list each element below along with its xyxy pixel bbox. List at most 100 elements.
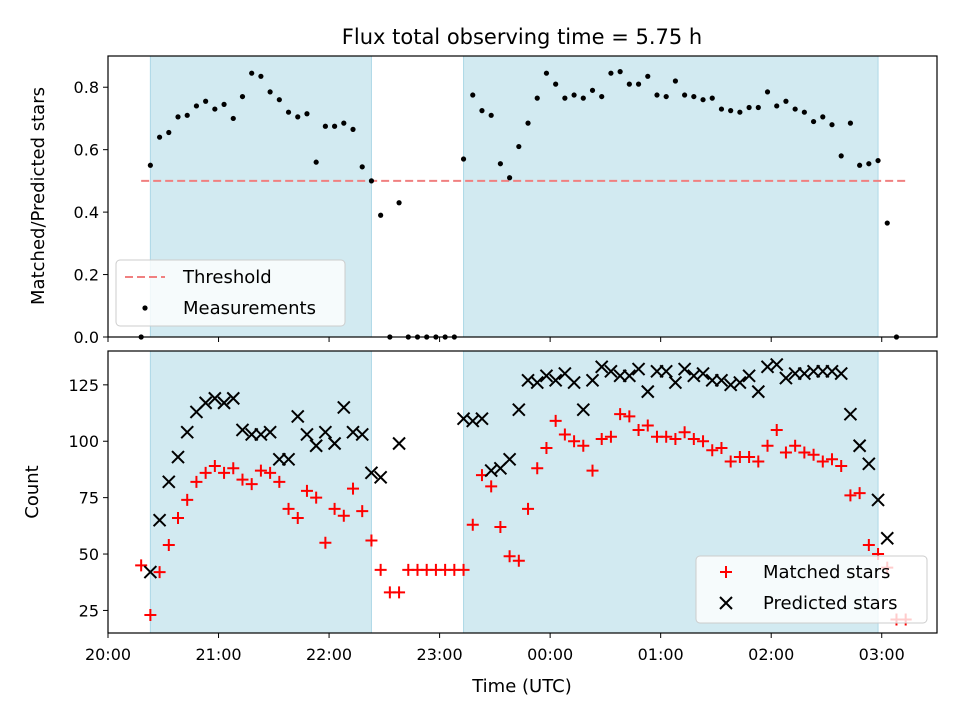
matched-star-point (466, 518, 479, 531)
measurement-point (608, 70, 614, 76)
measurement-point (212, 106, 218, 112)
matched-star-point (365, 534, 378, 547)
predicted-star-point (291, 409, 305, 424)
matched-star-point (531, 462, 544, 475)
matched-star-point (706, 444, 719, 457)
measurement-point (184, 112, 190, 118)
measurement-point (341, 120, 347, 126)
measurement-point (147, 162, 153, 168)
measurement-point (682, 92, 688, 98)
predicted-star-point (843, 407, 858, 421)
measurement-point (709, 95, 715, 101)
matched-star-point (623, 410, 636, 423)
measurement-point (507, 175, 513, 181)
legend-matched-label: Matched stars (763, 562, 890, 583)
measurement-point (488, 112, 494, 118)
x-tick-label: 22:00 (306, 645, 352, 664)
matched-star-point (678, 426, 691, 439)
predicted-star-point (180, 425, 194, 439)
predicted-star-point (834, 366, 848, 381)
matched-star-point (227, 462, 240, 475)
measurement-point (285, 109, 292, 115)
matched-star-point (172, 511, 185, 524)
predicted-star-point (235, 423, 250, 437)
matched-star-point (577, 439, 590, 452)
matched-star-point (798, 446, 811, 459)
predicted-star-point (595, 360, 609, 374)
measurement-point (203, 98, 209, 104)
predicted-star-point (696, 366, 710, 381)
measurement-point (700, 97, 706, 103)
predicted-star-point (475, 411, 489, 426)
measurement-point (829, 122, 835, 128)
matched-star-point (144, 608, 157, 621)
measurement-point (820, 114, 826, 120)
matched-star-point (558, 428, 571, 441)
matched-star-point (816, 455, 829, 468)
predicted-star-point (327, 436, 342, 451)
measurement-point (580, 95, 586, 101)
measurement-point (764, 89, 771, 95)
matched-star-point (568, 435, 581, 448)
legend-threshold-label: Threshold (182, 267, 272, 288)
matched-star-point (347, 482, 360, 495)
measurement-point (626, 81, 632, 87)
measurement-point (718, 106, 725, 112)
bottom-y-axis-label: Count (22, 465, 43, 518)
measurement-point (470, 92, 476, 98)
top-y-axis-label: Matched/Predicted stars (28, 87, 49, 305)
bottom-shaded-interval-1 (149, 350, 372, 634)
predicted-star-point (162, 475, 176, 489)
predicted-star-point (585, 373, 600, 388)
matched-star-point (328, 502, 341, 515)
matched-star-point (522, 502, 535, 515)
bottom-y-tick-label: 25 (79, 601, 99, 620)
predicted-star-point (880, 531, 894, 545)
predicted-star-point (677, 362, 692, 376)
measurement-point (516, 143, 522, 150)
measurement-point (249, 70, 255, 76)
matched-star-point (494, 520, 507, 533)
predicted-star-point (539, 369, 554, 383)
predicted-star-point (622, 369, 637, 383)
measurement-point (774, 103, 780, 109)
matched-star-point (181, 493, 194, 506)
measurement-point (396, 200, 402, 206)
measurement-point (276, 97, 282, 103)
matched-star-point (393, 586, 406, 599)
predicted-star-point (502, 452, 517, 466)
measurement-point (691, 93, 697, 100)
top-y-tick-label: 0.6 (74, 141, 99, 160)
predicted-star-point (871, 493, 885, 507)
matched-star-point (807, 448, 820, 461)
predicted-star-point (364, 466, 379, 480)
measurement-point (728, 108, 734, 114)
bottom-y-tick-label: 50 (79, 545, 99, 564)
measurement-point (350, 126, 356, 132)
matched-star-point (282, 502, 295, 515)
measurement-point (359, 164, 365, 170)
predicted-star-point (742, 369, 756, 383)
measurement-point (221, 101, 227, 107)
predicted-star-point (208, 391, 222, 406)
bottom-y-tick-label: 75 (79, 489, 99, 508)
predicted-star-point (548, 373, 563, 388)
matched-star-point (586, 464, 599, 477)
matched-star-point (199, 466, 212, 479)
matched-star-point (743, 451, 756, 464)
measurement-point (175, 114, 181, 120)
matched-star-point (374, 563, 387, 576)
predicted-star-point (217, 396, 231, 410)
measurement-point (562, 95, 568, 101)
predicted-star-point (373, 470, 388, 485)
measurement-point (571, 92, 577, 98)
x-tick-label: 02:00 (748, 645, 794, 664)
measurement-point (267, 89, 273, 95)
measurement-point (553, 81, 559, 87)
measurement-point (166, 129, 172, 136)
matched-star-point (208, 460, 221, 473)
predicted-star-point (530, 375, 544, 390)
measurement-point (635, 81, 642, 87)
measurement-point (525, 120, 531, 126)
